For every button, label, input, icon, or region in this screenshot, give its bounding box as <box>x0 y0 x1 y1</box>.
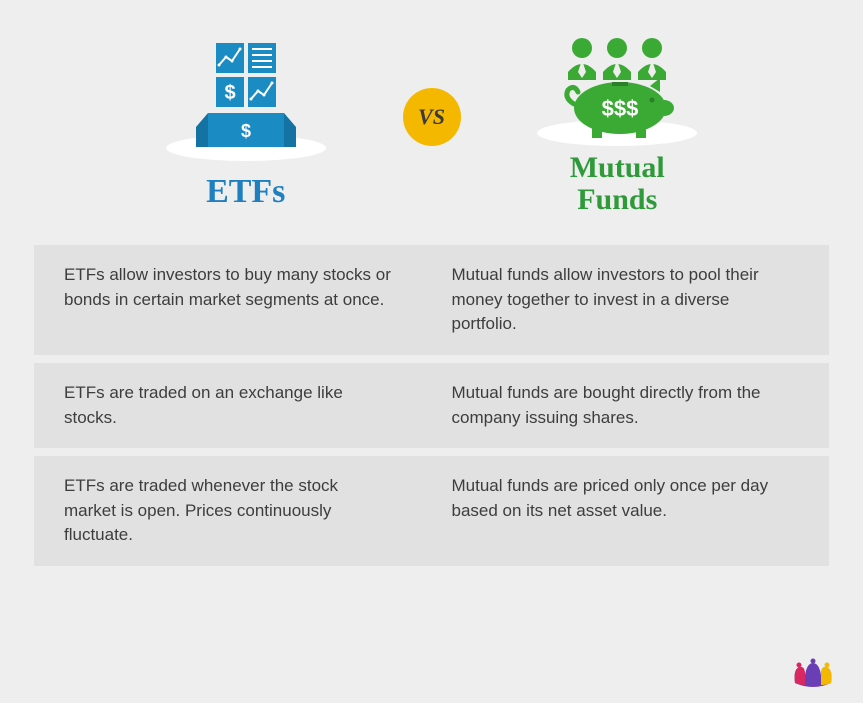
mf-point: Mutual funds are bought directly from th… <box>432 363 830 448</box>
mutual-funds-title: MutualFunds <box>467 152 767 215</box>
comparison-table: ETFs allow investors to buy many stocks … <box>34 245 829 566</box>
etf-header: $ $ ETFs <box>96 35 396 211</box>
etf-point: ETFs are traded on an exchange like stoc… <box>34 363 432 448</box>
etf-title: ETFs <box>96 173 396 211</box>
mutual-funds-header: $$$ MutualFunds <box>467 30 767 215</box>
etf-point: ETFs are traded whenever the stock marke… <box>34 456 432 566</box>
jester-cap-logo-icon <box>789 655 837 689</box>
table-row: ETFs are traded on an exchange like stoc… <box>34 363 829 448</box>
etf-box-icon: $ $ <box>186 35 306 155</box>
etf-point: ETFs allow investors to buy many stocks … <box>34 245 432 355</box>
svg-text:$$$: $$$ <box>602 96 639 121</box>
comparison-header: $ $ ETFs VS <box>0 0 863 235</box>
table-row: ETFs allow investors to buy many stocks … <box>34 245 829 355</box>
mutual-funds-people-piggy-icon: $$$ <box>542 30 692 140</box>
mf-point: Mutual funds are priced only once per da… <box>432 456 830 566</box>
mf-icon-wrap: $$$ <box>467 30 767 140</box>
vs-badge: VS <box>403 88 461 146</box>
vs-label: VS <box>418 104 445 130</box>
mf-point: Mutual funds allow investors to pool the… <box>432 245 830 355</box>
svg-text:$: $ <box>224 82 235 104</box>
etf-icon-wrap: $ $ <box>96 35 396 155</box>
svg-text:$: $ <box>241 121 251 141</box>
table-row: ETFs are traded whenever the stock marke… <box>34 456 829 566</box>
